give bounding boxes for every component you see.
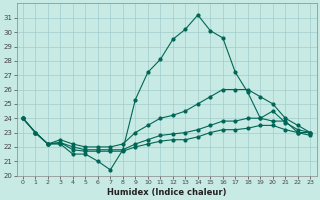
X-axis label: Humidex (Indice chaleur): Humidex (Indice chaleur) xyxy=(107,188,226,197)
